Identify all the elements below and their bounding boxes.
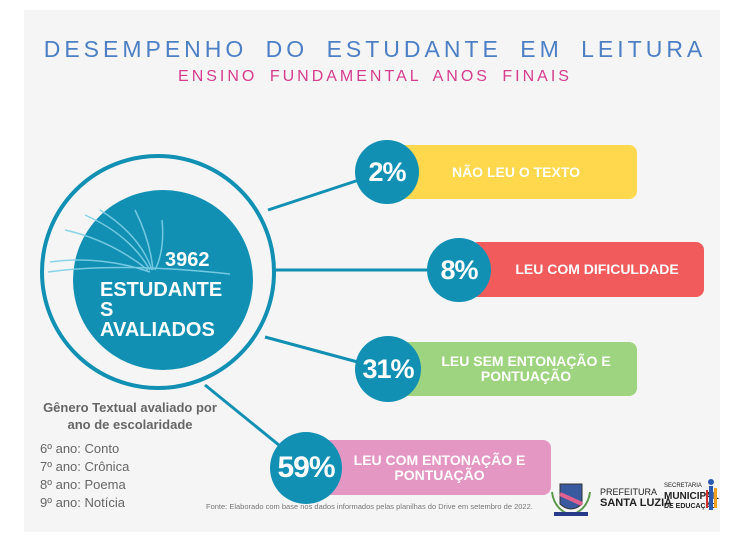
secretaria-line1: SECRETARIA <box>664 483 702 489</box>
secretaria-line3: DE EDUCAÇÃO <box>664 503 717 510</box>
genre-item: 6º ano: Conto <box>40 441 120 456</box>
coat-of-arms-logo <box>551 483 591 516</box>
result-label: LEU COM DIFICULDADE <box>515 261 679 277</box>
result-label: NÃO LEU O TEXTO <box>451 163 581 180</box>
prefeitura-line2: SANTA LUZIA <box>600 497 673 509</box>
genre-item: 7º ano: Crônica <box>40 459 130 474</box>
result-percent: 31% <box>355 336 421 402</box>
prefeitura-line1: PREFEITURA <box>600 487 658 497</box>
source-note: Fonte: Elaborado com base nos dados info… <box>206 502 533 511</box>
result-with-intonation: LEU COM ENTONAÇÃO E PONTUAÇÃO <box>318 440 551 495</box>
page-title: DESEMPENHO DO ESTUDANTE EM LEITURA <box>43 36 707 62</box>
genre-heading: Gênero Textual avaliado por ano de escol… <box>43 400 217 432</box>
page-subtitle: ENSINO FUNDAMENTAL ANOS FINAIS <box>178 68 572 85</box>
education-figure-logo <box>706 479 717 510</box>
open-book-icon <box>47 209 231 275</box>
result-not-read: NÃO LEU O TEXTO <box>395 145 637 199</box>
genre-item: 9º ano: Notícia <box>40 495 125 510</box>
result-label: LEU SEM ENTONAÇÃO E PONTUAÇÃO <box>441 353 611 384</box>
connector-line <box>204 383 286 452</box>
result-percent: 2% <box>355 140 419 204</box>
students-label: ESTUDANTE S AVALIADOS <box>100 279 223 341</box>
result-percent: 8% <box>427 238 491 302</box>
result-label: LEU COM ENTONAÇÃO E PONTUAÇÃO <box>353 451 526 483</box>
connector-line <box>264 335 366 366</box>
connector-line <box>267 176 366 212</box>
students-count: 3962 <box>165 249 210 271</box>
result-no-intonation: LEU SEM ENTONAÇÃO E PONTUAÇÃO <box>395 342 637 396</box>
secretaria-line2: MUNICIPAL <box>664 491 719 502</box>
result-percent: 59% <box>270 432 342 504</box>
outer-ring <box>40 154 276 390</box>
genre-item: 8º ano: Poema <box>40 477 126 492</box>
result-difficulty: LEU COM DIFICULDADE <box>470 242 704 297</box>
